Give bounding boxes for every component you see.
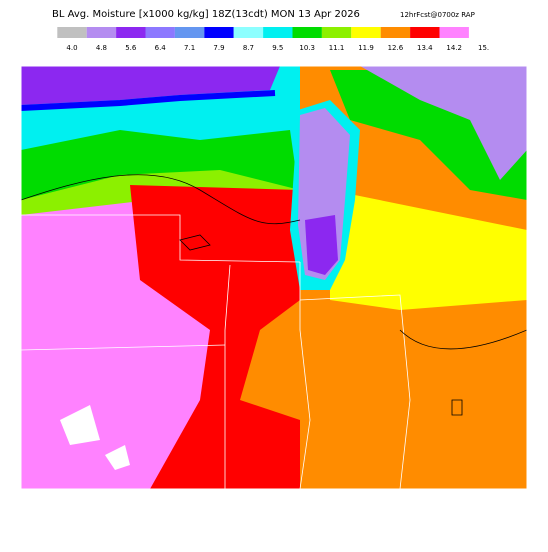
lake-south	[305, 215, 338, 275]
legend-swatch	[57, 27, 87, 38]
legend-label: 9.5	[272, 44, 283, 52]
legend: 4.0 4.8 5.6 6.4 7.1 7.9 8.7 9.5 10.3 11.1 11.9 12.6…	[57, 27, 489, 52]
white-patch	[105, 445, 130, 470]
title: BL Avg. Moisture [x1000 kg/kg] 18Z(13cdt…	[52, 9, 360, 20]
legend-label: 8.7	[243, 44, 254, 52]
field-purple	[21, 66, 280, 105]
legend-label: 10.3	[299, 44, 315, 52]
map-frame	[20, 65, 528, 490]
field-blue	[21, 90, 276, 111]
borders	[21, 214, 411, 489]
legend-label: 15.	[478, 44, 489, 52]
legend-label: 5.6	[125, 44, 137, 52]
legend-label: 13.4	[417, 44, 433, 52]
legend-label: 11.9	[358, 44, 374, 52]
legend-swatch	[174, 27, 205, 38]
legend-label: 14.2	[446, 44, 462, 52]
subtitle: 12hrFcst@0700z RAP	[400, 11, 475, 19]
legend-label: 6.4	[155, 44, 167, 52]
legend-label: 7.1	[184, 44, 195, 52]
legend-swatch	[145, 27, 175, 38]
legend-label: 4.0	[66, 44, 77, 52]
legend-swatch	[86, 27, 117, 38]
contours	[21, 174, 527, 416]
legend-label: 11.1	[329, 44, 345, 52]
legend-swatch	[351, 27, 381, 38]
legend-swatch	[321, 27, 352, 38]
legend-swatch	[410, 27, 440, 38]
legend-swatch	[292, 27, 322, 38]
map	[20, 65, 528, 490]
legend-label: 4.8	[96, 44, 107, 52]
field-yellow	[330, 190, 527, 310]
legend-swatch	[233, 27, 264, 38]
legend-label: 12.6	[388, 44, 404, 52]
legend-swatch	[116, 27, 146, 38]
legend-swatch	[439, 27, 469, 38]
legend-swatch	[263, 27, 293, 38]
legend-swatch	[204, 27, 234, 38]
legend-swatch	[380, 27, 411, 38]
white-patch	[60, 405, 100, 445]
legend-label: 7.9	[213, 44, 224, 52]
field-lavender-east	[360, 66, 527, 180]
